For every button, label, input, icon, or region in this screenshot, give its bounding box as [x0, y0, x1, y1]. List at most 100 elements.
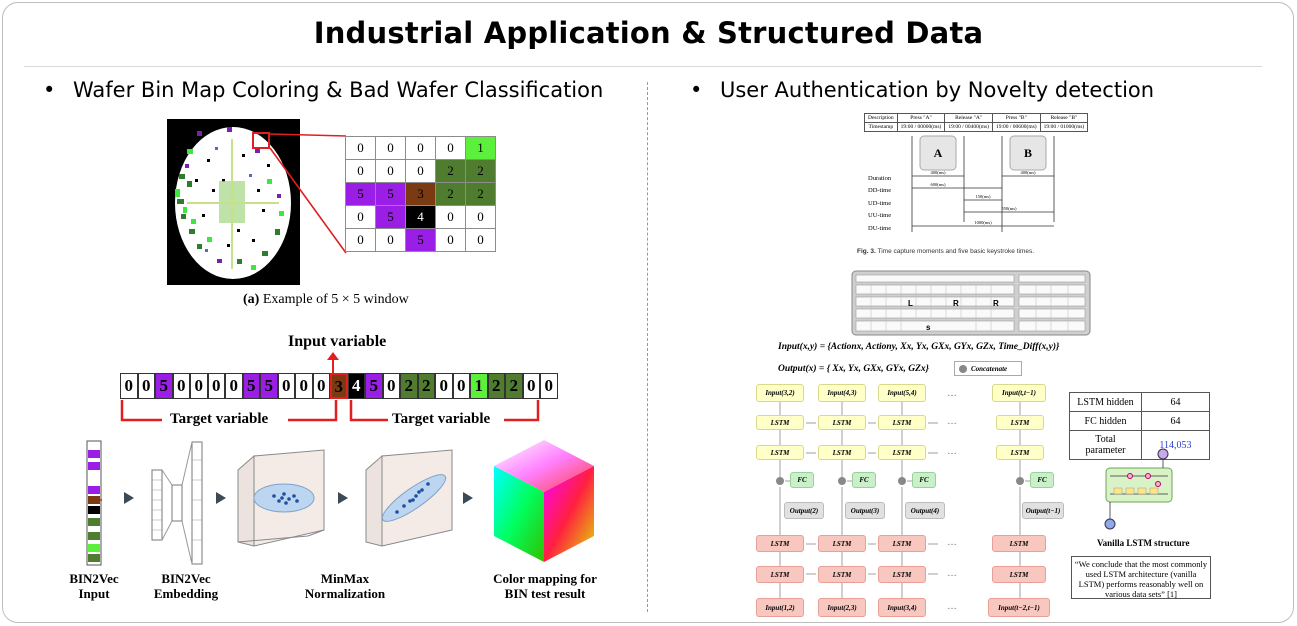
fc-layer: FC	[1030, 472, 1054, 488]
grid-cell: 0	[435, 136, 466, 160]
seq-cell: 0	[137, 373, 155, 399]
step-label-line2: Normalization	[304, 586, 386, 601]
lstm-cell: LSTM	[878, 445, 926, 460]
lstm-cell: LSTM	[878, 415, 926, 430]
grid-cell: 0	[405, 136, 436, 160]
grid-cell: 2	[435, 182, 466, 206]
lstm-cell: LSTM	[878, 535, 926, 552]
fc-layer: FC	[852, 472, 876, 488]
grid-cell: 2	[435, 159, 466, 183]
timing-value: 150(ms)	[976, 194, 992, 199]
ellipsis: …	[947, 388, 957, 399]
lstm-cell: LSTM	[996, 445, 1044, 460]
key-a-icon	[919, 135, 957, 171]
timing-value: 400(ms)	[931, 170, 947, 175]
grid-cell: 0	[405, 159, 436, 183]
lstm-input-bottom-1: Input(1,2)	[756, 598, 804, 617]
lstm-cell: LSTM	[878, 566, 926, 583]
left-bullet-text: Wafer Bin Map Coloring & Bad Wafer Class…	[73, 78, 604, 102]
timing-row-label: Duration	[868, 175, 892, 182]
seq-cell: 0	[435, 373, 453, 399]
bin2vec-embedding-network	[151, 441, 203, 565]
seq-cell: 2	[417, 373, 435, 399]
timing-row-label: DU-time	[868, 225, 891, 232]
key-a-label: A	[934, 146, 943, 160]
table-cell: Description	[864, 113, 898, 123]
concatenate-legend: Concatenate	[954, 361, 1022, 376]
lstm-cell: LSTM	[756, 445, 804, 460]
wafer-bin-map-image	[167, 119, 300, 285]
step-label-line2: Input	[78, 586, 110, 601]
fig3-caption-label: Fig. 3.	[857, 248, 876, 255]
window-caption: (a) Example of 5 × 5 window	[243, 292, 409, 308]
seq-cell: 2	[505, 373, 523, 399]
timing-row-label: UD-time	[868, 200, 891, 207]
table-cell: Release "A"	[944, 113, 993, 123]
table-cell: 19:00 / 00000(ms)	[896, 122, 946, 132]
grid-cell: 5	[375, 205, 406, 229]
grid-cell: 4	[405, 205, 436, 229]
seq-cell: 0	[382, 373, 400, 399]
step-color-mapping: Color mapping for BIN test result	[480, 571, 610, 601]
table-cell: Press "B"	[991, 113, 1041, 123]
window-5x5-grid: 0 0 0 0 1 0 0 0 2 2 5 5 3 2 2 0 5 4 0 0 …	[345, 136, 496, 252]
minmax-cube-2	[365, 449, 453, 547]
lstm-cell: LSTM	[756, 415, 804, 430]
lstm-cell: LSTM	[818, 566, 866, 583]
input-formula: Input(x,y) = {Actionx, Actiony, Xx, Yx, …	[778, 342, 1060, 352]
seq-cell: 0	[312, 373, 330, 399]
table-cell: 19:00 / 00400(ms)	[944, 122, 993, 132]
seq-cell: 5	[242, 373, 260, 399]
param-value: 64	[1141, 392, 1210, 412]
lstm-cell: LSTM	[756, 535, 804, 552]
zoom-lines	[269, 133, 347, 254]
grid-cell: 0	[435, 205, 466, 229]
lstm-input-top-2: Input(4,3)	[818, 384, 866, 402]
grid-cell: 0	[435, 228, 466, 252]
keyboard-key-label: R	[993, 299, 999, 308]
seq-cell: 0	[540, 373, 558, 399]
param-key: LSTM hidden	[1069, 392, 1142, 412]
lstm-quote: “We conclude that the most commonly used…	[1071, 556, 1211, 599]
step-label-line1: Color mapping for	[493, 571, 597, 586]
table-cell: Release "B"	[1039, 113, 1089, 123]
lstm-network-lines	[776, 402, 1030, 598]
lstm-param-table: LSTM hidden 64 FC hidden 64 Total parame…	[1069, 392, 1210, 460]
fig3-caption-text: Time capture moments and five basic keys…	[877, 248, 1035, 255]
target-variable-right: Target variable	[392, 411, 491, 427]
grid-cell: 3	[405, 182, 436, 206]
timing-value: 1000(ms)	[974, 220, 992, 225]
table-cell: Timestamp	[864, 122, 898, 132]
right-bullet-text: User Authentication by Novelty detection	[720, 78, 1155, 102]
window-caption-prefix: (a)	[243, 292, 260, 307]
column-divider	[647, 82, 648, 612]
seq-cell: 4	[347, 373, 365, 399]
grid-cell: 0	[375, 228, 406, 252]
concatenate-label: Concatenate	[971, 364, 1008, 373]
lstm-input-top-3: Input(5,4)	[878, 384, 926, 402]
table-cell: Press "A"	[896, 113, 946, 123]
lstm-cell: LSTM	[992, 535, 1046, 552]
ellipsis: …	[947, 446, 957, 457]
target-variable-left: Target variable	[170, 411, 269, 427]
lstm-cell: LSTM	[992, 566, 1046, 583]
step-label-line1: MinMax	[320, 571, 370, 586]
seq-cell: 0	[190, 373, 208, 399]
step-minmax-normalization: MinMax Normalization	[290, 571, 400, 601]
lstm-input-top-4: Input(t,t−1)	[992, 384, 1046, 402]
grid-cell: 0	[345, 159, 376, 183]
key-b-label: B	[1024, 146, 1032, 160]
grid-cell: 0	[345, 205, 376, 229]
pipeline-arrow-2	[216, 492, 226, 504]
timing-value: 400(ms)	[1021, 170, 1037, 175]
seq-cell: 3	[330, 373, 348, 399]
input-arrow	[327, 352, 339, 374]
step-label-line2: Embedding	[153, 586, 219, 601]
lstm-input-bottom-2: Input(2,3)	[818, 598, 866, 617]
step-bin2vec-embedding: BIN2Vec Embedding	[146, 571, 226, 601]
title-divider	[24, 66, 1262, 67]
keyboard-key-label: R	[953, 299, 959, 308]
ellipsis: …	[947, 537, 957, 548]
wafer-map-svg	[175, 127, 291, 279]
fc-layer: FC	[790, 472, 814, 488]
